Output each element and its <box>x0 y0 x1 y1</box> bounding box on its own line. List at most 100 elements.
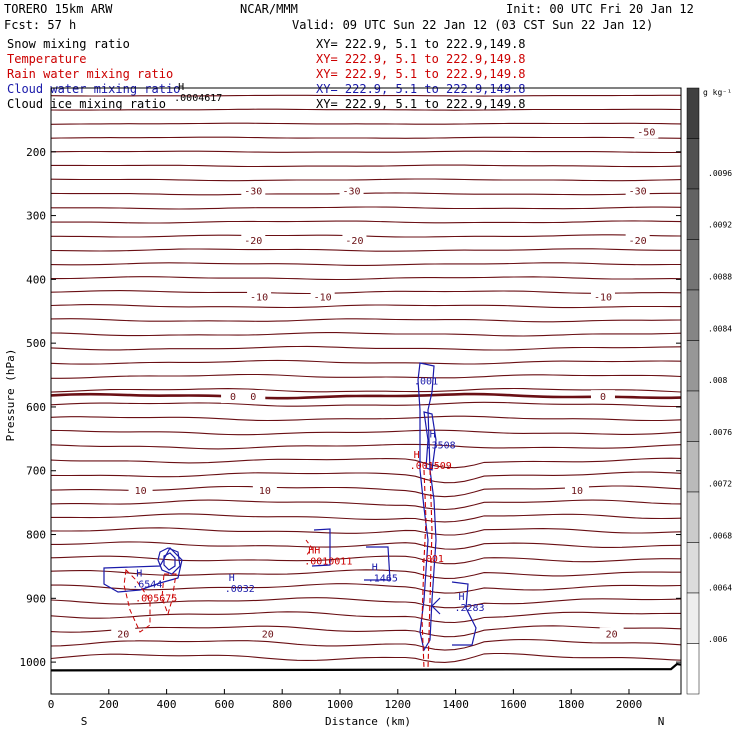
x-tick-label: 600 <box>214 698 234 711</box>
init-time: Init: 00 UTC Fri 20 Jan 12 <box>506 2 694 16</box>
colorbar-label: .0092 <box>708 221 732 230</box>
colorbar-swatch <box>686 643 700 695</box>
x-tick-label: 1000 <box>327 698 354 711</box>
colorbar-swatch <box>686 239 700 291</box>
maxima-labels: H.0004617.001H.3508H.001509.001HH.001001… <box>132 82 484 614</box>
isotherm-line <box>50 457 682 469</box>
colorbar-label: .0072 <box>708 480 732 489</box>
y-tick-label: 500 <box>26 337 46 350</box>
y-tick-label: 200 <box>26 146 46 159</box>
max-marker: H <box>178 82 184 93</box>
x-tick-label: 0 <box>48 698 55 711</box>
isotherm-label-bg <box>252 483 277 497</box>
max-marker: H <box>430 429 436 440</box>
colorbar-label: .0064 <box>708 583 732 592</box>
isotherm-line <box>50 290 682 295</box>
isotherm-line <box>50 262 681 266</box>
x-tick-label: 2000 <box>616 698 643 711</box>
isotherm-label: 10 <box>571 486 583 497</box>
colorbar-swatch <box>686 491 700 543</box>
rain-water-contour-column-2 <box>427 469 433 669</box>
x-end-label-south: S <box>81 715 88 728</box>
isotherm-label-bg <box>255 627 280 641</box>
isotherm-label: -20 <box>629 236 647 247</box>
field-snow-xy: XY= 222.9, 5.1 to 222.9,149.8 <box>316 37 526 51</box>
isotherm-label-bg <box>241 184 266 198</box>
isotherm-line <box>50 150 682 154</box>
isotherm-label-bg <box>590 390 615 404</box>
max-marker: H <box>229 573 235 584</box>
isotherm-line <box>50 304 681 309</box>
isotherm-line <box>51 220 682 224</box>
max-value: .3508 <box>426 440 456 451</box>
max-value: .0032 <box>225 584 255 595</box>
isotherm-label-bg <box>221 390 246 404</box>
isotherm-line <box>50 108 682 111</box>
y-tick-label: 800 <box>26 529 46 542</box>
isotherm-line <box>50 443 682 450</box>
isotherm-line <box>50 625 682 638</box>
field-snow-name: Snow mixing ratio <box>7 37 130 51</box>
max-value: .005675 <box>135 594 177 605</box>
isotherm-line <box>51 276 682 281</box>
max-marker: H <box>372 563 378 574</box>
isotherm-label: 0 <box>250 392 256 403</box>
max-value: .6544 <box>132 579 162 590</box>
isotherm-label-bg <box>128 483 153 497</box>
isotherm-line <box>50 332 682 337</box>
colorbar-label: .008 <box>708 376 727 385</box>
isotherm-line <box>50 392 682 400</box>
isotherm-line <box>51 541 682 550</box>
colorbar-swatch <box>686 188 700 240</box>
isotherm-label-bg <box>625 233 650 247</box>
max-value: .0004617 <box>174 93 222 104</box>
cloud-water-contour-core-inner <box>163 552 176 571</box>
colorbar-swatch <box>686 390 700 442</box>
isotherm-label-bg <box>241 390 266 404</box>
x-tick-label: 1200 <box>385 698 412 711</box>
field-rain-name: Rain water mixing ratio <box>7 67 173 81</box>
colorbar-label: .0084 <box>708 324 732 333</box>
isotherm-line <box>50 136 682 139</box>
max-value: .2283 <box>454 603 484 614</box>
isotherm-line <box>50 248 681 252</box>
isotherm-line <box>51 206 682 210</box>
plot-frame <box>50 87 682 695</box>
x-tick-label: 400 <box>157 698 177 711</box>
isotherm-label: -20 <box>244 236 262 247</box>
max-marker: H <box>136 568 142 579</box>
isotherm-line <box>50 318 682 323</box>
x-tick-label: 1400 <box>442 698 469 711</box>
rain-water-contour-mid <box>305 539 313 557</box>
isotherm-label: 20 <box>117 629 129 640</box>
x-tick-label: 1800 <box>558 698 585 711</box>
y-tick-label: 1000 <box>20 656 47 669</box>
rain-water-contour-west-2 <box>161 573 177 616</box>
max-marker: HH <box>308 546 320 557</box>
max-marker: H <box>414 450 420 461</box>
field-cloudwater-name: Cloud water mixing ratio <box>7 82 180 96</box>
colorbar-swatch <box>686 592 700 644</box>
isotherm-label: -10 <box>250 293 268 304</box>
isotherm-label-bg <box>634 125 659 139</box>
isotherm-line <box>50 611 681 624</box>
isotherm-label-bg <box>310 290 335 304</box>
isotherm-label: 0 <box>230 392 236 403</box>
isotherm-line <box>50 555 682 565</box>
field-rain-xy: XY= 222.9, 5.1 to 222.9,149.8 <box>316 67 526 81</box>
valid-time: Valid: 09 UTC Sun 22 Jan 12 (03 CST Sun … <box>292 18 653 32</box>
max-value: .1465 <box>368 574 398 585</box>
isotherm-line <box>50 569 681 579</box>
isotherm-label-bg <box>339 184 364 198</box>
isotherm-line <box>51 513 682 523</box>
max-value: .001 <box>414 377 438 388</box>
x-axis-label: Distance (km) <box>325 715 411 728</box>
cloud-water-contour-column-upper <box>423 411 437 471</box>
colorbar-label: .0088 <box>708 272 732 281</box>
isotherm-line <box>51 583 682 594</box>
isotherm-line <box>50 387 682 393</box>
colorbar-swatch <box>686 340 700 392</box>
isotherm-label-bg <box>625 184 650 198</box>
isotherm-label: -20 <box>345 236 363 247</box>
